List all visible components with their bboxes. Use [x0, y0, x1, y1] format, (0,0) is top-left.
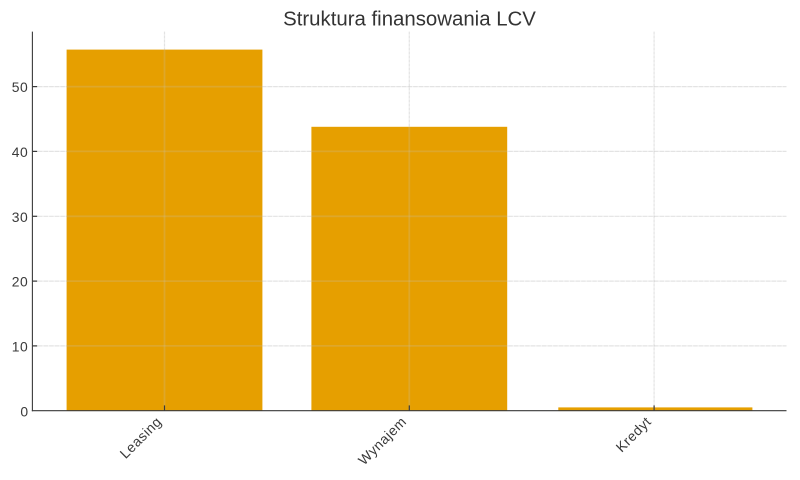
- svg-text:Struktura finansowania LCV: Struktura finansowania LCV: [283, 9, 536, 31]
- svg-text:10: 10: [12, 339, 28, 355]
- svg-text:40: 40: [12, 144, 28, 160]
- svg-text:50: 50: [12, 79, 28, 95]
- svg-text:0: 0: [20, 403, 28, 419]
- svg-text:20: 20: [12, 274, 28, 290]
- svg-text:30: 30: [12, 209, 28, 225]
